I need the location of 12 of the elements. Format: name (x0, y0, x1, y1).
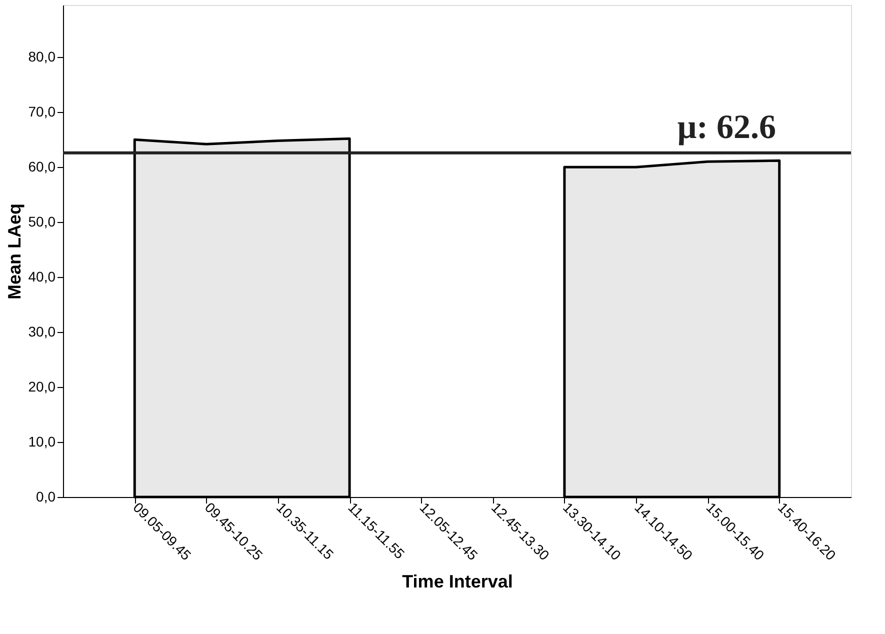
y-tick-label: 0,0 (36, 488, 56, 504)
ref-line-label: μ: 62.6 (677, 108, 776, 146)
y-axis-title: Mean LAeq (4, 203, 24, 300)
y-tick-label: 10,0 (28, 434, 56, 450)
y-tick-label: 20,0 (28, 378, 56, 395)
y-tick-label: 30,0 (28, 324, 56, 340)
y-tick-label: 50,0 (28, 214, 56, 230)
y-tick-label: 60,0 (28, 158, 56, 175)
x-axis-title: Time Interval (402, 571, 513, 592)
y-tick-label: 70,0 (28, 104, 56, 120)
y-tick-label: 80,0 (28, 48, 56, 65)
y-tick-label: 40,0 (28, 268, 56, 285)
